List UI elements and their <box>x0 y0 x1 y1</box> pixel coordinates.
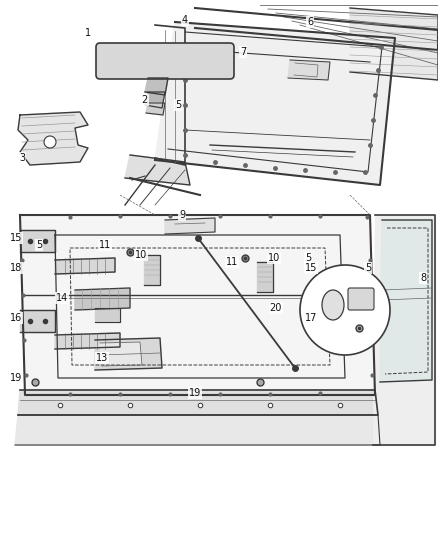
Text: 5: 5 <box>305 253 311 263</box>
Polygon shape <box>165 218 215 234</box>
Polygon shape <box>288 60 330 80</box>
Text: 10: 10 <box>135 250 147 260</box>
Text: 7: 7 <box>240 47 246 57</box>
FancyBboxPatch shape <box>348 288 374 310</box>
Text: 4: 4 <box>182 15 188 25</box>
Polygon shape <box>18 390 378 415</box>
Polygon shape <box>20 310 55 332</box>
Text: 15: 15 <box>305 263 318 273</box>
Text: 6: 6 <box>307 17 313 27</box>
Polygon shape <box>20 215 375 395</box>
Text: 10: 10 <box>268 253 280 263</box>
Polygon shape <box>55 333 120 349</box>
Text: 5: 5 <box>175 100 181 110</box>
Polygon shape <box>145 92 165 108</box>
Polygon shape <box>350 8 438 80</box>
FancyBboxPatch shape <box>96 43 234 79</box>
Polygon shape <box>100 342 142 366</box>
Text: 2: 2 <box>142 95 148 105</box>
Circle shape <box>300 265 390 355</box>
Text: 13: 13 <box>96 353 108 363</box>
Polygon shape <box>18 112 88 165</box>
Ellipse shape <box>322 290 344 320</box>
Text: 9: 9 <box>179 210 185 220</box>
Text: 3: 3 <box>19 153 25 163</box>
Circle shape <box>44 136 56 148</box>
Text: 18: 18 <box>10 263 22 273</box>
Polygon shape <box>75 288 130 310</box>
Polygon shape <box>125 155 190 185</box>
Text: 20: 20 <box>270 303 282 313</box>
Polygon shape <box>20 230 55 252</box>
Text: 11: 11 <box>226 257 238 267</box>
Polygon shape <box>95 338 162 370</box>
Polygon shape <box>55 258 115 274</box>
Text: 15: 15 <box>10 233 22 243</box>
Polygon shape <box>380 220 432 382</box>
Polygon shape <box>373 215 435 445</box>
Text: 5: 5 <box>365 263 371 273</box>
Polygon shape <box>145 78 168 95</box>
Polygon shape <box>257 262 273 292</box>
Text: 11: 11 <box>99 240 111 250</box>
Text: 16: 16 <box>10 313 22 323</box>
Polygon shape <box>15 415 380 445</box>
Polygon shape <box>144 255 160 285</box>
Text: 19: 19 <box>189 388 201 398</box>
Text: 1: 1 <box>85 28 91 38</box>
Text: 17: 17 <box>305 313 318 323</box>
Text: 14: 14 <box>56 293 68 303</box>
Text: 8: 8 <box>420 273 426 283</box>
Polygon shape <box>146 103 165 115</box>
Text: 19: 19 <box>10 373 22 383</box>
Polygon shape <box>95 308 120 322</box>
Text: 5: 5 <box>36 240 42 250</box>
Polygon shape <box>155 22 395 185</box>
